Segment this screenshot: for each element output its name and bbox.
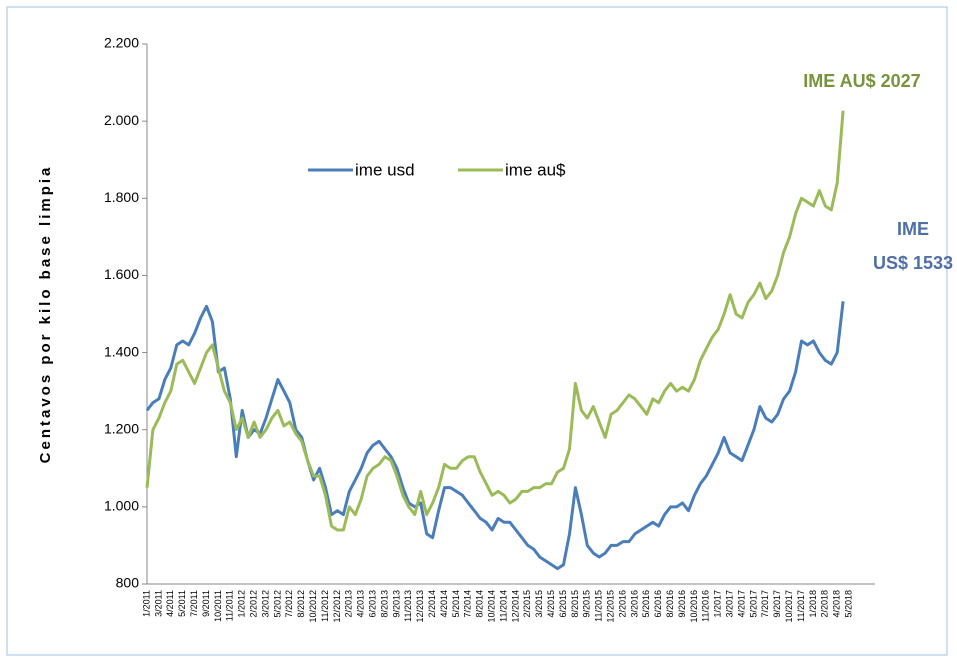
x-tick-label: 10/2012 — [308, 590, 318, 623]
x-tick-label: 7/2014 — [463, 590, 473, 618]
x-tick-label: 3/2017 — [724, 590, 734, 618]
x-tick-label: 9/2013 — [391, 590, 401, 618]
x-tick-label: 1/2011 — [141, 590, 151, 617]
y-axis-label: Centavos por kilo base limpia — [37, 165, 54, 464]
x-tick-label: 11/2016 — [701, 590, 711, 622]
x-tick-label: 2/2014 — [427, 590, 437, 618]
x-tick-label: 3/2012 — [260, 590, 270, 618]
y-tick-label: 1.800 — [104, 189, 139, 205]
x-tick-label: 2/2015 — [522, 590, 532, 618]
series-line — [145, 110, 845, 532]
x-tick-label: 12/2015 — [605, 590, 615, 623]
x-tick-label: 2/2013 — [344, 590, 354, 618]
x-tick-label: 5/2014 — [451, 590, 461, 618]
x-tick-label: 7/2011 — [189, 590, 199, 617]
x-tick-label: 12/2012 — [332, 590, 342, 623]
x-tick-label: 2/2012 — [248, 590, 258, 618]
series-line — [145, 301, 845, 571]
x-tick-label: 8/2015 — [570, 590, 580, 618]
y-tick-label: 1.200 — [104, 420, 139, 436]
annotation: IME — [897, 219, 929, 239]
x-tick-label: 9/2017 — [772, 590, 782, 618]
y-tick-label: 1.400 — [104, 343, 139, 359]
x-tick-label: 7/2012 — [284, 590, 294, 618]
x-tick-label: 4/2011 — [165, 590, 175, 617]
x-tick-label: 5/2016 — [641, 590, 651, 618]
x-tick-label: 5/2011 — [177, 590, 187, 617]
y-tick-label: 2.000 — [104, 112, 139, 128]
x-tick-label: 4/2017 — [736, 590, 746, 618]
x-tick-label: 1/2018 — [808, 590, 818, 618]
x-tick-label: 6/2013 — [367, 590, 377, 618]
x-tick-label: 11/2017 — [796, 590, 806, 622]
y-tick-label: 1.000 — [104, 498, 139, 514]
x-tick-label: 10/2014 — [486, 590, 496, 623]
x-tick-label: 5/2012 — [272, 590, 282, 618]
x-tick-label: 10/2016 — [689, 590, 699, 623]
x-tick-label: 8/2013 — [379, 590, 389, 618]
x-tick-label: 5/2017 — [748, 590, 758, 618]
legend-label: ime au$ — [505, 160, 566, 179]
y-tick-label: 2.200 — [104, 35, 139, 51]
x-tick-label: 3/2015 — [534, 590, 544, 618]
x-tick-label: 11/2013 — [403, 590, 413, 622]
x-tick-label: 11/2011 — [225, 590, 235, 621]
y-tick-label: 1.600 — [104, 266, 139, 282]
x-tick-label: 4/2015 — [546, 590, 556, 618]
annotation: US$ 1533 — [873, 253, 953, 273]
x-tick-label: 7/2017 — [760, 590, 770, 618]
x-tick-label: 10/2011 — [213, 590, 223, 622]
x-tick-label: 5/2018 — [843, 590, 853, 618]
x-tick-label: 1/2017 — [713, 590, 723, 618]
x-tick-label: 9/2015 — [582, 590, 592, 618]
x-tick-label: 12/2014 — [510, 590, 520, 623]
x-tick-label: 11/2014 — [498, 590, 508, 622]
x-tick-label: 11/2015 — [594, 590, 604, 622]
x-tick-label: 6/2015 — [558, 590, 568, 618]
x-tick-label: 3/2016 — [629, 590, 639, 618]
y-tick-label: 800 — [116, 575, 140, 591]
x-tick-label: 8/2016 — [665, 590, 675, 618]
x-tick-label: 10/2017 — [784, 590, 794, 623]
x-tick-label: 8/2014 — [475, 590, 485, 618]
x-tick-label: 11/2012 — [320, 590, 330, 622]
x-tick-label: 4/2018 — [832, 590, 842, 618]
legend-label: ime usd — [355, 160, 415, 179]
x-tick-label: 9/2011 — [201, 590, 211, 617]
chart-frame — [6, 6, 948, 656]
x-tick-label: 3/2011 — [153, 590, 163, 617]
x-tick-label: 4/2014 — [439, 590, 449, 618]
x-tick-label: 2/2016 — [617, 590, 627, 618]
x-tick-label: 1/2012 — [237, 590, 247, 618]
x-tick-label: 2/2018 — [820, 590, 830, 618]
x-tick-label: 4/2013 — [356, 590, 366, 618]
x-tick-label: 8/2012 — [296, 590, 306, 618]
x-tick-label: 12/2013 — [415, 590, 425, 623]
annotation: IME AU$ 2027 — [803, 71, 920, 91]
x-tick-label: 6/2016 — [653, 590, 663, 618]
x-tick-label: 9/2016 — [677, 590, 687, 618]
